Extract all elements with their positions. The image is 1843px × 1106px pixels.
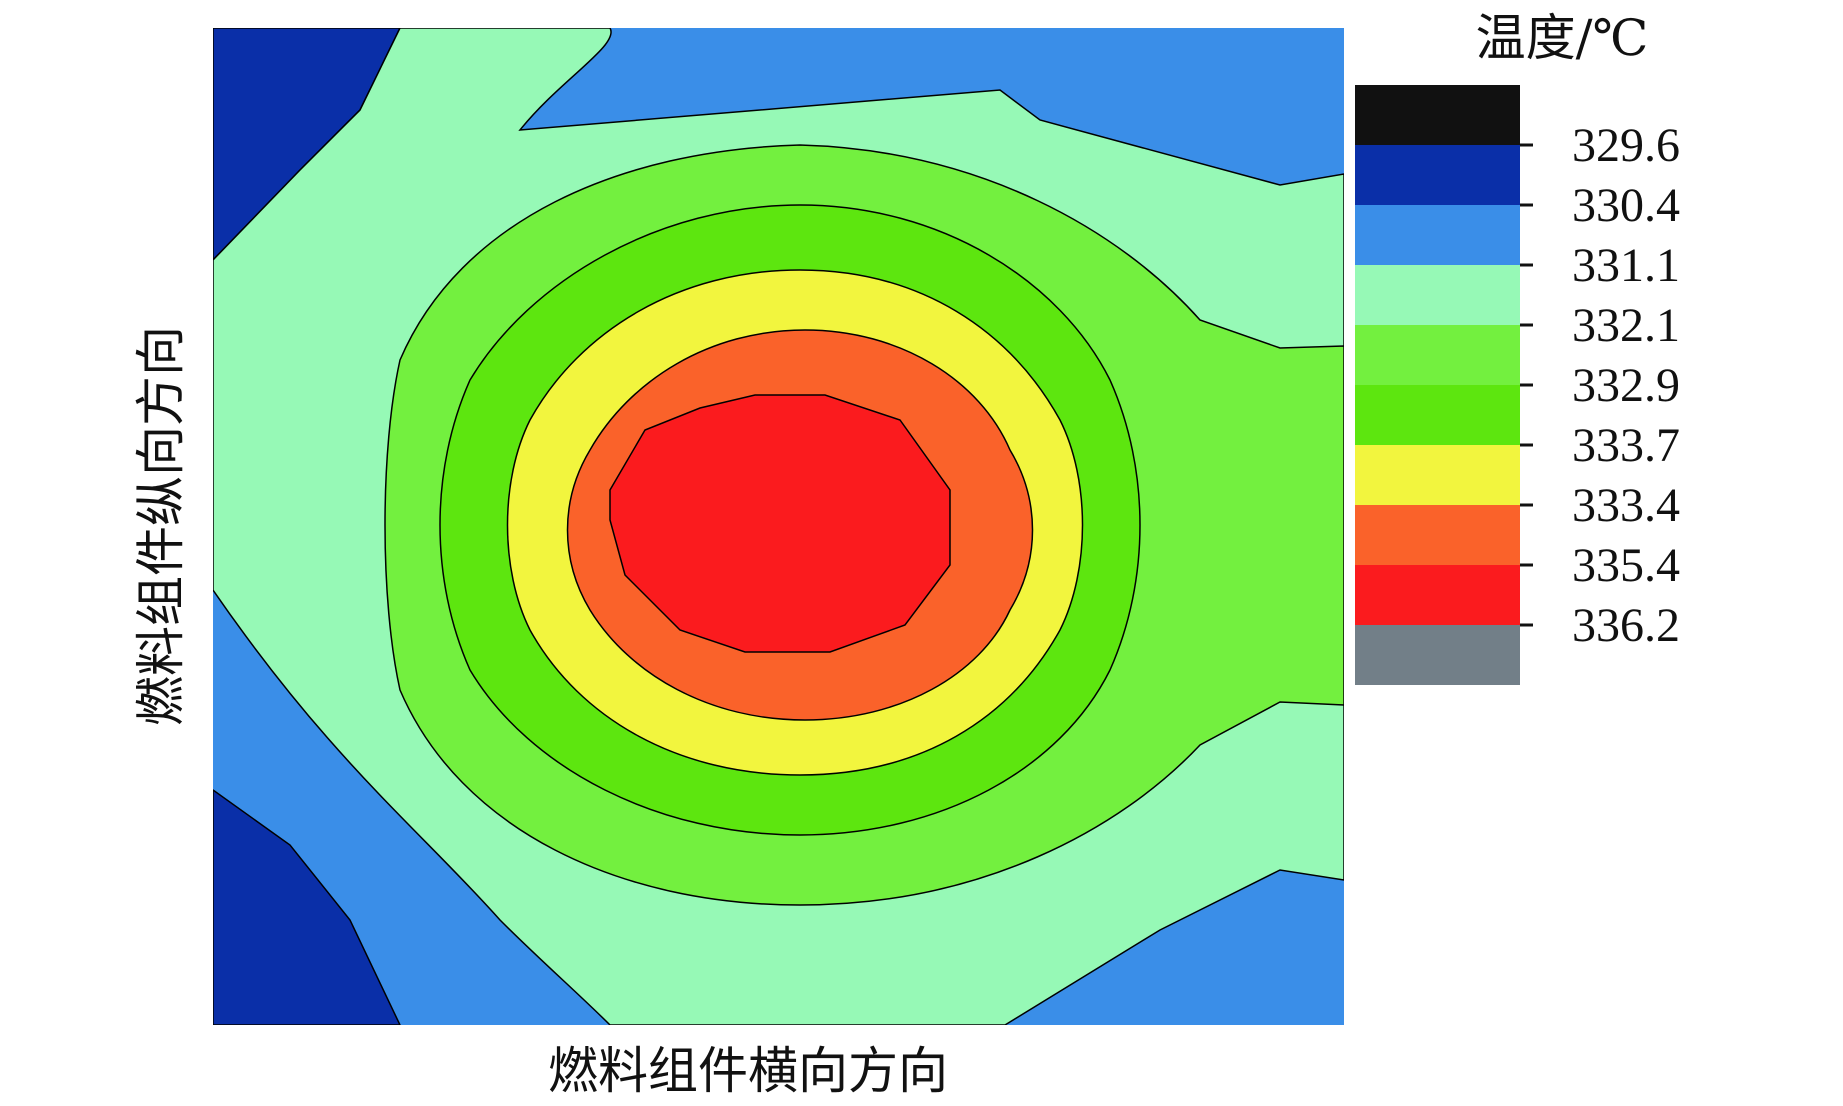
colorbar-tick-label: 332.9 [1572, 359, 1680, 412]
colorbar-swatch [1355, 445, 1520, 505]
colorbar-swatch [1355, 145, 1520, 205]
colorbar-swatch [1355, 265, 1520, 325]
colorbar-title: 温度/℃ [1476, 9, 1649, 67]
colorbar-swatch [1355, 565, 1520, 625]
colorbar-swatch [1355, 385, 1520, 445]
colorbar-tick-label: 332.1 [1572, 299, 1680, 352]
contour-plot-area [213, 28, 1344, 1025]
colorbar-tick-label: 336.2 [1572, 599, 1680, 652]
colorbar-swatch [1355, 505, 1520, 565]
colorbar-tick-label: 330.4 [1572, 179, 1680, 232]
colorbar-tick-label: 329.6 [1572, 119, 1680, 172]
colorbar-swatch [1355, 85, 1520, 145]
colorbar: 329.6 330.4 331.1 332.1 332.9 333.7 333.4 335.4… [1355, 85, 1680, 685]
colorbar-tick-label: 333.4 [1572, 479, 1680, 532]
colorbar-tick-label: 331.1 [1572, 239, 1680, 292]
colorbar-swatch [1355, 325, 1520, 385]
y-axis-label: 燃料组件纵向方向 [132, 326, 190, 726]
x-axis-label: 燃料组件横向方向 [548, 1042, 948, 1100]
colorbar-tick-label: 333.7 [1572, 419, 1680, 472]
colorbar-swatch [1355, 625, 1520, 685]
contour-band-level-8 [609, 394, 951, 653]
colorbar-swatch [1355, 205, 1520, 265]
contour-region-bottom-left-cold [213, 789, 401, 1025]
colorbar-tick-label: 335.4 [1572, 539, 1680, 592]
